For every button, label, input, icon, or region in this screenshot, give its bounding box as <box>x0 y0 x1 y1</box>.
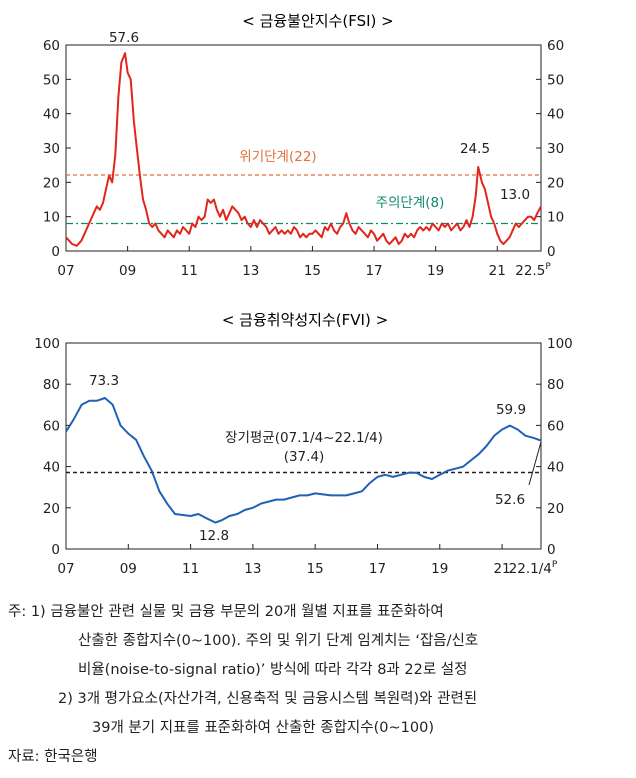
y-tick-label-left: 30 <box>43 141 60 157</box>
fsi-caution-label: 주의단계(8) <box>376 195 445 211</box>
x-tick-label: 21 <box>489 263 506 279</box>
y-tick-label-left: 0 <box>51 244 60 260</box>
x-tick-label: 21 <box>493 561 510 577</box>
y-tick-label-left: 60 <box>43 38 60 54</box>
footnote-line: 비율(noise-to-signal ratio)’ 방식에 따라 각각 8과 … <box>78 662 468 678</box>
x-tick-label: 22.5P <box>515 262 551 279</box>
source-note: 자료: 한국은행 <box>8 749 98 765</box>
y-tick-label-right: 40 <box>547 460 564 476</box>
fvi-peak-2021-label: 59.9 <box>496 402 526 418</box>
x-tick-label: 15 <box>304 263 321 279</box>
footnote-line: 주: 1) 금융불안 관련 실물 및 금융 부문의 20개 월별 지표를 표준화… <box>8 604 444 620</box>
footnote-line: 2) 3개 평가요소(자산가격, 신용축적 및 금융시스템 복원력)와 관련된 <box>58 691 478 707</box>
fsi-peak-2020-label: 24.5 <box>460 141 490 157</box>
y-tick-label-right: 40 <box>547 107 564 123</box>
y-tick-label-left: 80 <box>43 377 60 393</box>
y-tick-label-right: 0 <box>547 542 556 558</box>
fsi-chart: < 금융불안지수(FSI) > 0 0 10 10 20 20 30 30 40 40 50 50 60… <box>43 12 564 279</box>
fsi-series-line <box>65 52 542 247</box>
footnotes: 주: 1) 금융불안 관련 실물 및 금융 부문의 20개 월별 지표를 표준화… <box>8 598 628 772</box>
y-tick-label-left: 20 <box>43 501 60 517</box>
fsi-crisis-label: 위기단계(22) <box>239 149 316 165</box>
x-tick-label: 19 <box>431 561 448 577</box>
fvi-latest-leader-line <box>528 441 542 486</box>
plot-frame <box>65 342 542 550</box>
fvi-trough-label: 12.8 <box>199 528 229 544</box>
y-tick-label-left: 40 <box>43 107 60 123</box>
x-tick-label: 19 <box>427 263 444 279</box>
y-tick-label-left: 0 <box>51 542 60 558</box>
x-tick-label: 13 <box>242 263 259 279</box>
y-tick-label-right: 80 <box>547 377 564 393</box>
footnote-line: 39개 분기 지표를 표준화하여 산출한 종합지수(0~100) <box>92 720 434 736</box>
y-tick-label-right: 20 <box>547 501 564 517</box>
fsi-title: < 금융불안지수(FSI) > <box>242 12 394 30</box>
x-tick-label: 13 <box>244 561 261 577</box>
x-tick-label: 09 <box>120 561 137 577</box>
fsi-peak-2008-label: 57.6 <box>109 30 139 46</box>
x-tick-label: 09 <box>119 263 136 279</box>
footnote-line: 산출한 종합지수(0~100). 주의 및 위기 단계 임계치는 ‘잡음/신호 <box>78 633 479 649</box>
y-tick-label-right: 20 <box>547 175 564 191</box>
fvi-average-label: 장기평균(07.1/4~22.1/4) <box>225 430 383 446</box>
fvi-axes: 0 0 20 20 40 40 60 60 80 80 100 100 07 09 11 13 15 17 19 21… <box>34 336 573 577</box>
x-tick-label: 15 <box>307 561 324 577</box>
charts-canvas: < 금융불안지수(FSI) > 0 0 10 10 20 20 30 30 40 40 50 50 60… <box>34 12 573 577</box>
x-tick-label: 07 <box>57 561 74 577</box>
y-tick-label-right: 30 <box>547 141 564 157</box>
fvi-latest-label: 52.6 <box>495 492 525 508</box>
fvi-series-line <box>65 397 542 524</box>
x-tick-label: 17 <box>369 561 386 577</box>
x-tick-superscript: P <box>552 560 558 570</box>
x-tick-label: 07 <box>57 263 74 279</box>
y-tick-label-right: 50 <box>547 72 564 88</box>
fvi-average-value-label: (37.4) <box>284 449 325 465</box>
x-tick-label: 11 <box>182 561 199 577</box>
fvi-peak-2008-label: 73.3 <box>89 373 119 389</box>
y-tick-label-right: 100 <box>547 336 573 352</box>
y-tick-label-right: 60 <box>547 418 564 434</box>
x-tick-label: 17 <box>365 263 382 279</box>
y-tick-label-right: 0 <box>547 244 556 260</box>
y-tick-label-left: 40 <box>43 460 60 476</box>
y-tick-label-right: 60 <box>547 38 564 54</box>
y-tick-label-left: 10 <box>43 210 60 226</box>
y-tick-label-left: 50 <box>43 72 60 88</box>
y-tick-label-left: 100 <box>34 336 60 352</box>
y-tick-label-left: 20 <box>43 175 60 191</box>
fvi-chart: < 금융취약성지수(FVI) > 0 0 20 20 40 40 60 60 80 80 100 10… <box>34 311 573 577</box>
x-tick-superscript: P <box>545 262 551 272</box>
y-tick-label-left: 60 <box>43 418 60 434</box>
y-tick-label-right: 10 <box>547 210 564 226</box>
fsi-latest-label: 13.0 <box>500 187 530 203</box>
x-tick-label: 22.1/4P <box>509 560 558 577</box>
x-tick-label: 11 <box>181 263 198 279</box>
fsi-axes: 0 0 10 10 20 20 30 30 40 40 50 50 60 60 07 09 11 13 15 17 19… <box>43 38 564 279</box>
fvi-title: < 금융취약성지수(FVI) > <box>222 311 388 329</box>
